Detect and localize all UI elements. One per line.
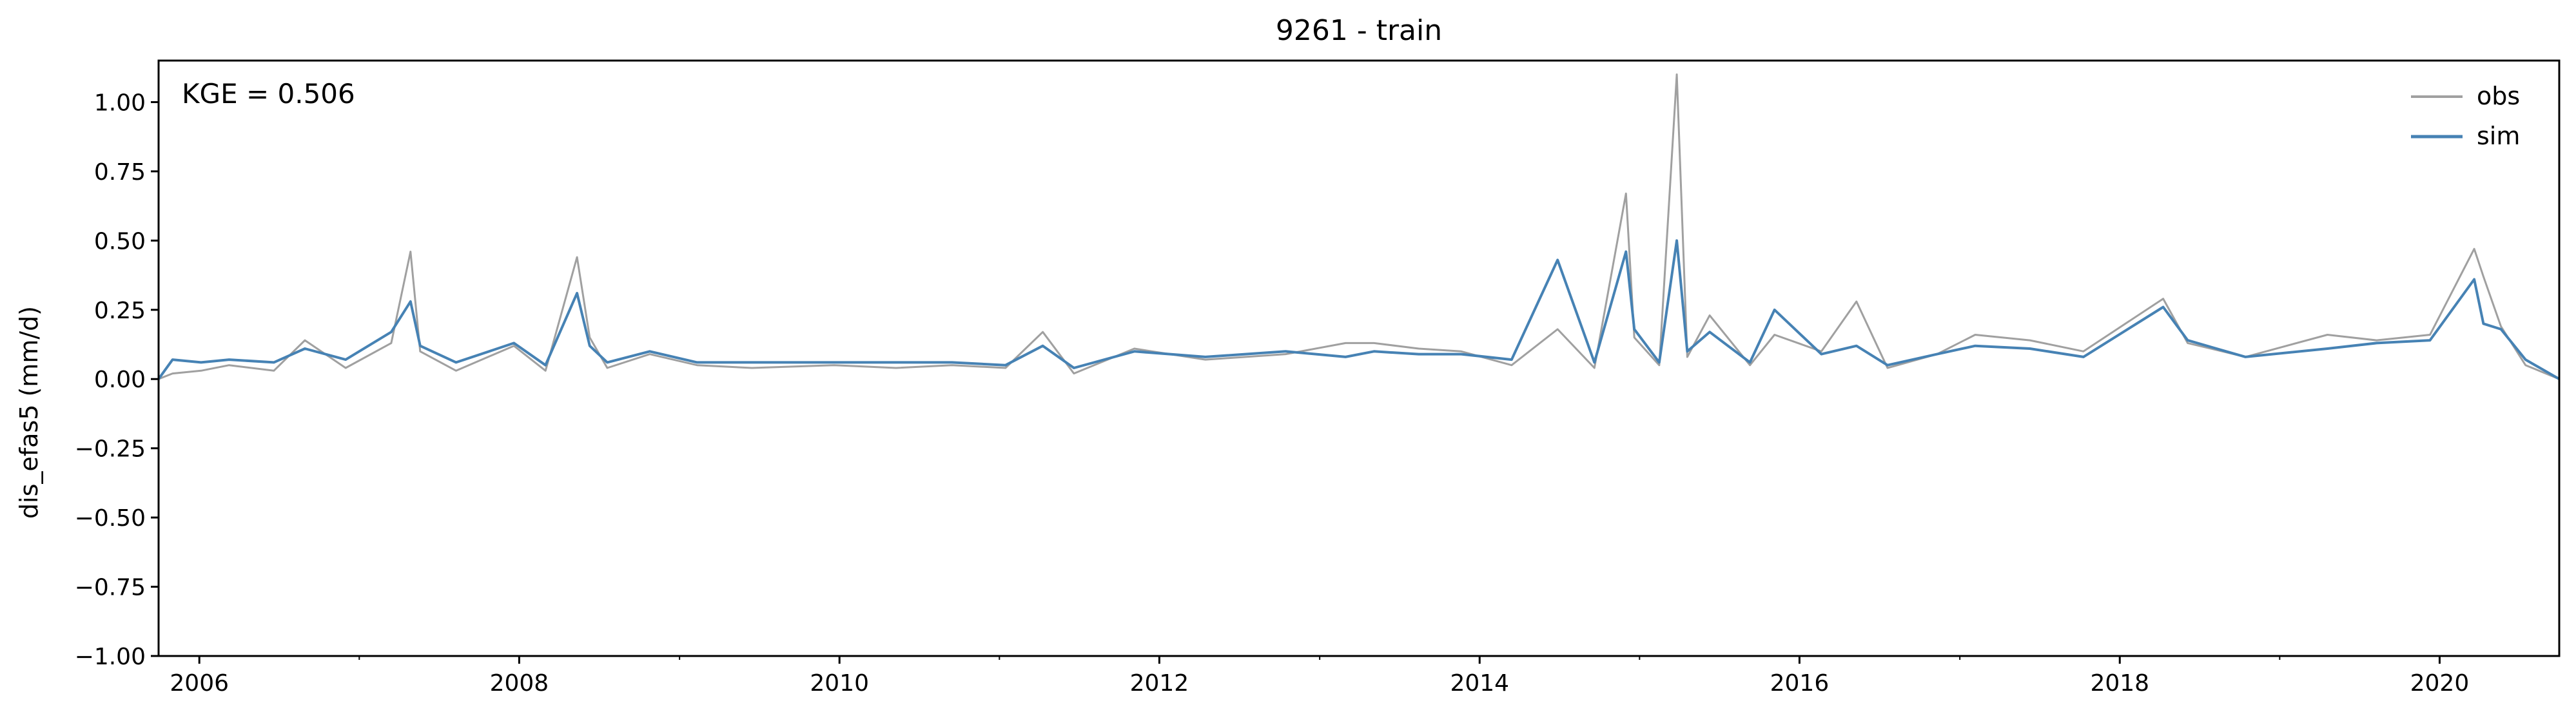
x-tick-label: 2010: [810, 670, 869, 697]
plot-area: [159, 73, 2559, 380]
y-axis-label: dis_efas5 (mm/d): [15, 306, 43, 519]
legend: obs sim: [2411, 82, 2520, 150]
x-tick-label: 2014: [1450, 670, 1509, 697]
y-tick-label: 1.00: [94, 90, 146, 116]
y-tick-label: −1.00: [75, 644, 146, 670]
series-line-obs: [159, 73, 2559, 380]
axes: −1.00 −0.75 −0.50 −0.25 0.00 0.25 0.50 0.75 1.00…: [75, 59, 2561, 697]
kge-annotation: KGE = 0.506: [182, 78, 355, 110]
x-tick-label: 2018: [2090, 670, 2149, 697]
x-tick-label: 2012: [1130, 670, 1189, 697]
y-tick-label: 0.00: [94, 367, 146, 393]
x-tick-label: 2008: [490, 670, 549, 697]
y-tick-label: 0.25: [94, 298, 146, 324]
y-tick-label: −0.25: [75, 436, 146, 463]
legend-obs-label: obs: [2477, 82, 2520, 110]
x-tick-label: 2016: [1770, 670, 1830, 697]
series-line-sim: [159, 239, 2559, 380]
y-tick-label: 0.50: [94, 228, 146, 255]
y-tick-label: −0.50: [75, 505, 146, 532]
x-tick-label: 2006: [170, 670, 229, 697]
chart-title: 9261 - train: [1276, 14, 1442, 47]
y-tick-label: −0.75: [75, 575, 146, 601]
x-tick-label: 2020: [2410, 670, 2470, 697]
legend-sim-label: sim: [2477, 122, 2520, 150]
y-tick-label: 0.75: [94, 159, 146, 186]
axes-frame: [157, 59, 2561, 657]
